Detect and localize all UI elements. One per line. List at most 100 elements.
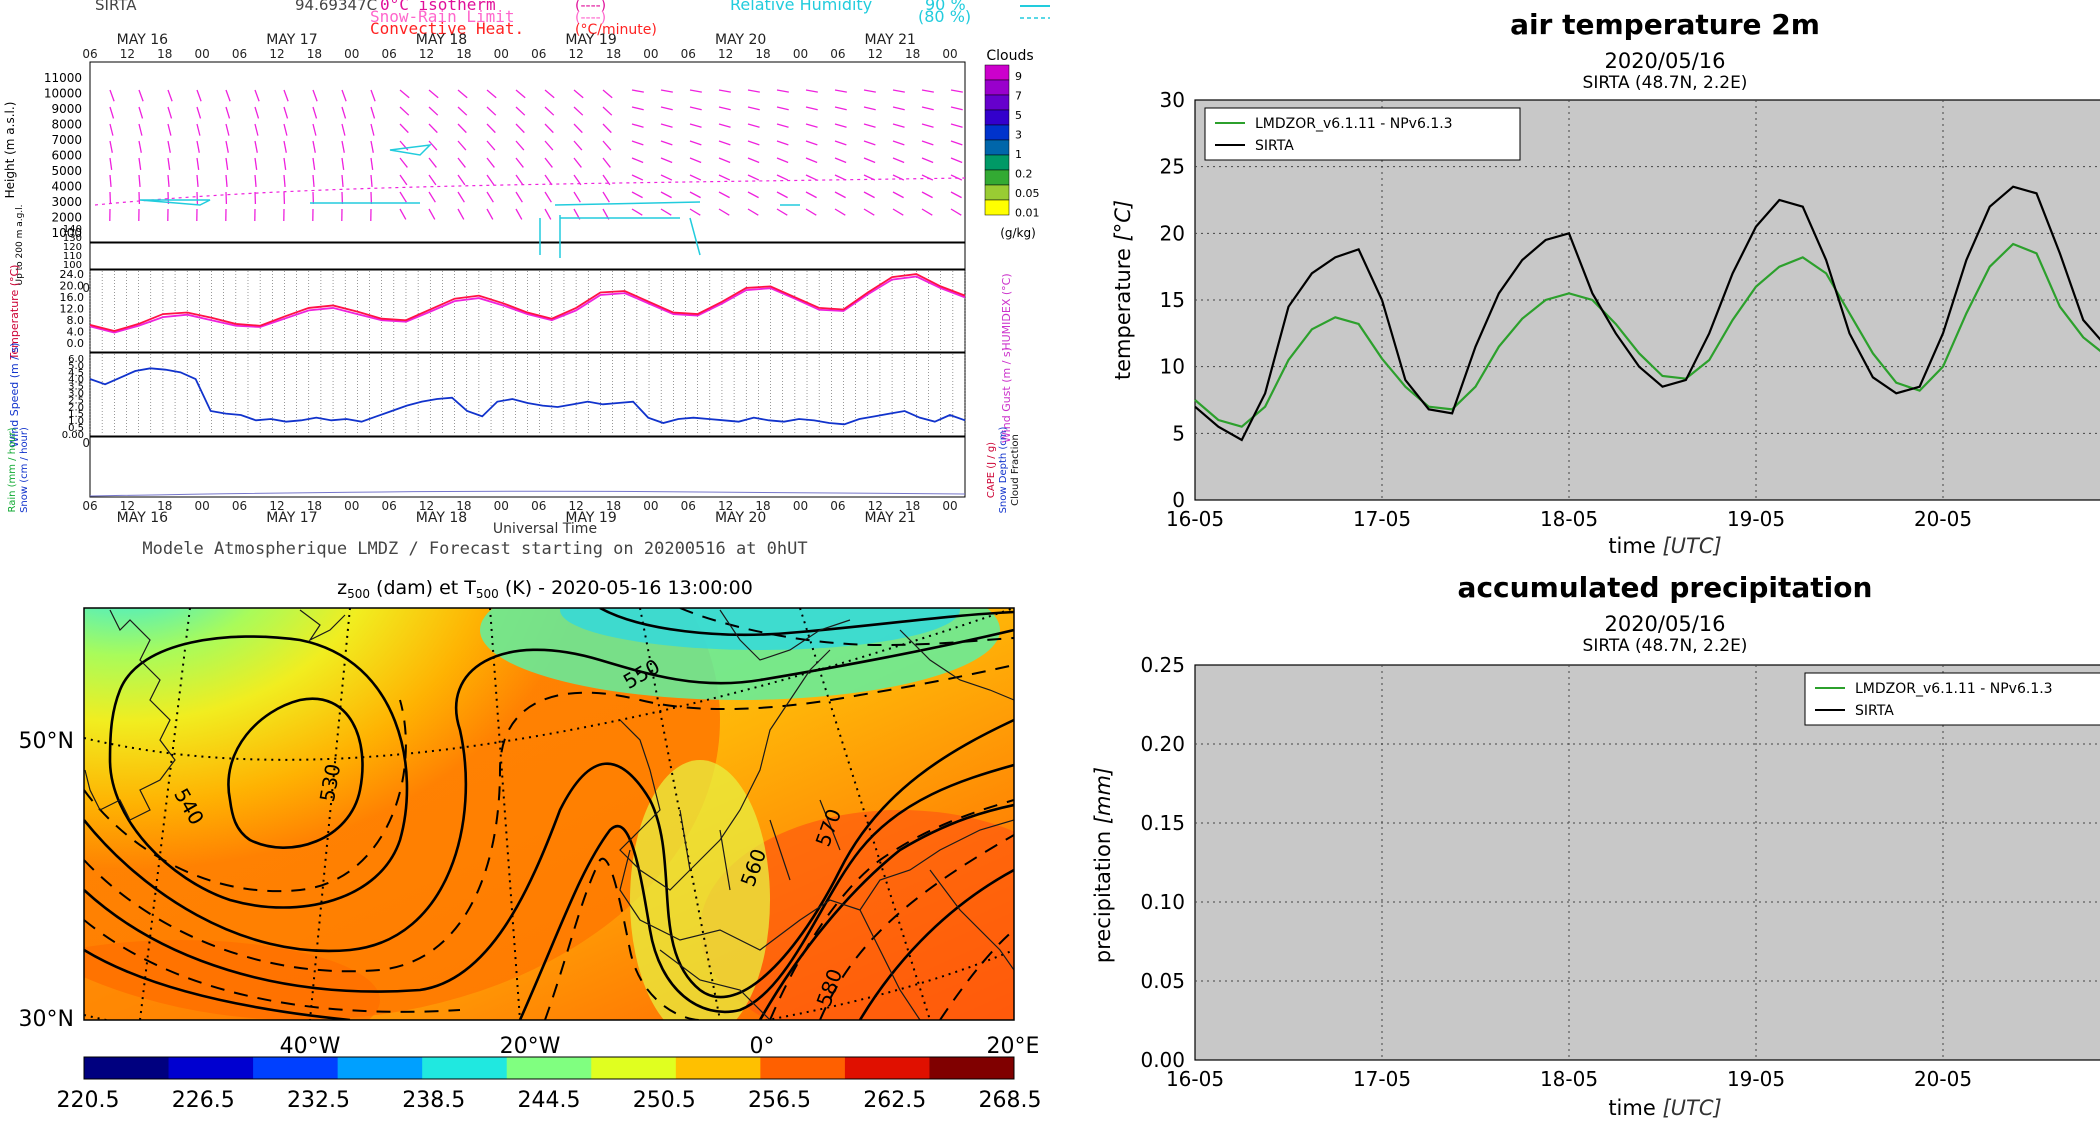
day-label: MAY 16 (117, 32, 168, 48)
header-value: 94.69347C (295, 0, 377, 14)
colorbar-tick: 268.5 (979, 1088, 1042, 1113)
hour-label: 00 (494, 47, 509, 61)
hour-label: 06 (681, 47, 696, 61)
x-axis-label: time [UTC] (1608, 534, 1721, 558)
colorbar-swatch (591, 1057, 676, 1079)
hour-label: 06 (830, 47, 845, 61)
y-tick-label: 10 (1160, 355, 1185, 379)
day-label: MAY 18 (416, 32, 467, 48)
colorbar-tick: 250.5 (633, 1088, 696, 1113)
clouds-tick: 0.2 (1015, 168, 1033, 181)
chart-title: air temperature 2m (1510, 8, 1820, 41)
colorbar-swatch (760, 1057, 845, 1079)
hour-label: 12 (419, 499, 434, 513)
clouds-swatch (985, 95, 1009, 110)
height-tick: 2000 (51, 211, 82, 225)
snow-depth-label: Snow Depth (cm) (998, 426, 1009, 513)
x-tick-label: 20-05 (1914, 1067, 1972, 1091)
clouds-title: Clouds (986, 48, 1033, 64)
lat-label: 50°N (19, 729, 74, 754)
chart-subtitle2: SIRTA (48.7N, 2.2E) (1583, 73, 1748, 93)
hour-label: 12 (120, 499, 135, 513)
colorbar-swatch (845, 1057, 930, 1079)
hour-label: 06 (830, 499, 845, 513)
colorbar-swatch (253, 1057, 338, 1079)
colorbar-swatch (84, 1057, 169, 1079)
clouds-tick: 7 (1015, 90, 1022, 103)
clouds-tick: 3 (1015, 129, 1022, 142)
lon-label: 20°W (500, 1034, 561, 1059)
hour-label: 06 (382, 47, 397, 61)
plot-area: 16-0517-0518-0519-0520-0521-050.000.050.… (1140, 653, 2100, 1091)
hour-label: 06 (232, 47, 247, 61)
rain-label: Rain (mm / hour) (7, 427, 18, 512)
x-tick-label: 20-05 (1914, 507, 1972, 531)
y-tick-label: 30 (1160, 88, 1185, 112)
chart-title: accumulated precipitation (1458, 571, 1873, 604)
colorbar-tick: 220.5 (57, 1088, 120, 1113)
colorbar-swatch (929, 1057, 1014, 1079)
hour-label: 12 (568, 499, 583, 513)
universal-time-label: Universal Time (493, 521, 597, 537)
height-tick: 3000 (51, 195, 82, 209)
clouds-unit: (g/kg) (1000, 226, 1036, 240)
hour-label: 00 (195, 499, 210, 513)
colorbar-tick: 244.5 (518, 1088, 581, 1113)
precipitation-chart: accumulated precipitation 2020/05/16 SIR… (1065, 565, 2100, 1120)
x-tick-label: 18-05 (1540, 1067, 1598, 1091)
clouds-swatch (985, 80, 1009, 95)
hour-label: 00 (942, 499, 957, 513)
temperature-chart: air temperature 2m 2020/05/16 SIRTA (48.… (1065, 0, 2100, 565)
colorbar-tick: 238.5 (402, 1088, 465, 1113)
colorbar-swatch (676, 1057, 761, 1079)
colorbar-tick: 232.5 (287, 1088, 350, 1113)
clouds-tick: 9 (1015, 70, 1022, 83)
chart-subtitle: 2020/05/16 (1604, 612, 1725, 636)
hour-label: 18 (755, 499, 770, 513)
precip-panel (90, 437, 965, 497)
y-tick-label: 0.05 (1140, 969, 1185, 993)
lat-label: 30°N (19, 1007, 74, 1032)
hour-label: 18 (606, 499, 621, 513)
colorbar-tick: 262.5 (863, 1088, 926, 1113)
hour-label: 00 (494, 499, 509, 513)
hour-label: 00 (344, 47, 359, 61)
plot-area: 16-0517-0518-0519-0520-0521-050510152025… (1160, 88, 2100, 531)
hour-label: 18 (307, 47, 322, 61)
height-tick: 5000 (51, 164, 82, 178)
height-tick: 7000 (51, 133, 82, 147)
hour-label: 12 (269, 47, 284, 61)
hour-label: 18 (905, 47, 920, 61)
hour-label: 18 (905, 499, 920, 513)
hour-label: 00 (793, 47, 808, 61)
clouds-tick: 1 (1015, 148, 1022, 161)
day-label: MAY 17 (266, 32, 317, 48)
colorbar-swatch (169, 1057, 254, 1079)
hour-label: 18 (157, 499, 172, 513)
colorbar-swatch (338, 1057, 423, 1079)
clouds-swatch (985, 110, 1009, 125)
legend-label: LMDZOR_v6.1.11 - NPv6.1.3 (1255, 116, 1453, 132)
hour-label: 00 (643, 499, 658, 513)
hour-label: 18 (157, 47, 172, 61)
height-tick: 9000 (51, 102, 82, 116)
height-tick: 11000 (44, 71, 82, 85)
height-tick: 8000 (51, 118, 82, 132)
clouds-tick: 0.05 (1015, 187, 1040, 200)
hour-label: 18 (456, 47, 471, 61)
x-tick-label: 17-05 (1353, 507, 1411, 531)
clouds-swatch (985, 155, 1009, 170)
day-label: MAY 19 (565, 32, 616, 48)
hour-label: 06 (382, 499, 397, 513)
colorbar-tick: 256.5 (748, 1088, 811, 1113)
y-tick-label: 0.10 (1140, 890, 1185, 914)
hour-label: 12 (419, 47, 434, 61)
cloud-fraction-label: Cloud Fraction (1010, 434, 1021, 506)
station-label: SIRTA (95, 0, 137, 14)
x-tick-label: 17-05 (1353, 1067, 1411, 1091)
legend-label: SIRTA (1855, 703, 1894, 719)
chart-subtitle: 2020/05/16 (1604, 49, 1725, 73)
clouds-swatch (985, 140, 1009, 155)
y-axis-label: precipitation [mm] (1091, 767, 1115, 963)
